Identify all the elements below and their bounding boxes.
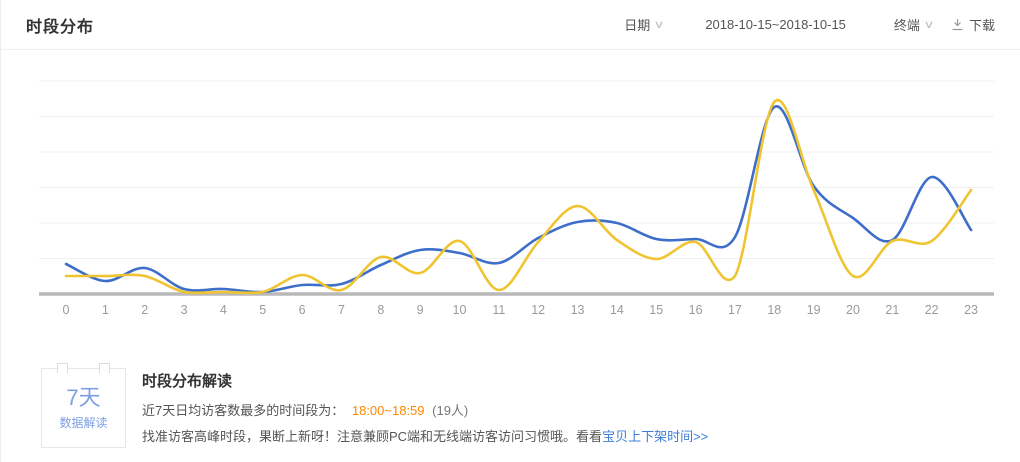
calendar-ring-icon [99, 363, 110, 373]
svg-text:17: 17 [728, 303, 742, 317]
svg-text:9: 9 [417, 303, 424, 317]
date-dropdown-label: 日期 [624, 18, 651, 33]
svg-text:1: 1 [102, 303, 109, 317]
svg-text:16: 16 [689, 303, 703, 317]
svg-text:8: 8 [377, 303, 384, 317]
chevron-down-icon: ∨ [653, 19, 665, 31]
svg-text:22: 22 [925, 303, 939, 317]
svg-text:6: 6 [299, 303, 306, 317]
download-button-label: 下载 [968, 18, 995, 33]
svg-text:13: 13 [571, 303, 585, 317]
svg-text:18: 18 [767, 303, 781, 317]
svg-text:23: 23 [964, 303, 978, 317]
download-button[interactable]: 下载 [951, 15, 995, 34]
svg-text:14: 14 [610, 303, 624, 317]
svg-text:0: 0 [63, 303, 70, 317]
insight-line1-prefix: 近7天日均访客数最多的时间段为： [142, 403, 345, 418]
seven-day-insight-icon: 7天 数据解读 [41, 363, 126, 448]
date-dropdown[interactable]: 日期 ∨ [624, 15, 665, 34]
svg-text:2: 2 [141, 303, 148, 317]
svg-text:19: 19 [807, 303, 821, 317]
svg-text:20: 20 [846, 303, 860, 317]
svg-text:12: 12 [531, 303, 545, 317]
date-range-picker[interactable]: 2018-10-15~2018-10-15 [705, 17, 846, 32]
download-icon [951, 18, 964, 31]
hour-distribution-chart[interactable]: 0 1 2 3 4 5 6 7 8 9 10 11 12 13 14 15 16 17 18 19 20 21 22 23 [1, 58, 1020, 330]
svg-text:5: 5 [259, 303, 266, 317]
insight-badge-caption: 数据解读 [59, 416, 108, 430]
terminal-dropdown[interactable]: 终端 ∨ [893, 15, 935, 34]
insight-heading: 时段分布解读 [142, 373, 233, 390]
svg-text:21: 21 [885, 303, 899, 317]
insight-section: 7天 数据解读 时段分布解读 近7天日均访客数最多的时间段为： 18:00~18… [41, 363, 708, 450]
insight-line-2: 找准访客高峰时段，果断上新呀！注意兼顾PC端和无线端访客访问习惯哦。看看宝贝上下… [142, 424, 708, 450]
svg-text:15: 15 [649, 303, 663, 317]
insight-badge-days: 7天 [66, 385, 101, 410]
svg-text:3: 3 [181, 303, 188, 317]
insight-line-1: 近7天日均访客数最多的时间段为： 18:00~18:59 (19人) [142, 398, 708, 424]
panel-header: 时段分布 日期 ∨ 2018-10-15~2018-10-15 终端 ∨ 下载 [1, 0, 1020, 50]
calendar-ring-icon [57, 363, 68, 373]
svg-text:10: 10 [453, 303, 467, 317]
series-line-blue [64, 105, 973, 294]
terminal-dropdown-label: 终端 [893, 18, 920, 33]
peak-time-range: 18:00~18:59 [351, 403, 425, 418]
chevron-down-icon: ∨ [923, 19, 935, 31]
insight-line2-text: 找准访客高峰时段，果断上新呀！注意兼顾PC端和无线端访客访问习惯哦。看看 [142, 429, 603, 444]
svg-text:11: 11 [492, 303, 505, 317]
svg-text:7: 7 [338, 303, 345, 317]
listing-schedule-link[interactable]: 宝贝上下架时间>> [602, 429, 709, 444]
panel-title: 时段分布 [26, 18, 95, 36]
series-line-yellow [64, 98, 973, 295]
peak-visitor-count: (19人) [432, 403, 469, 418]
svg-text:4: 4 [220, 303, 227, 317]
